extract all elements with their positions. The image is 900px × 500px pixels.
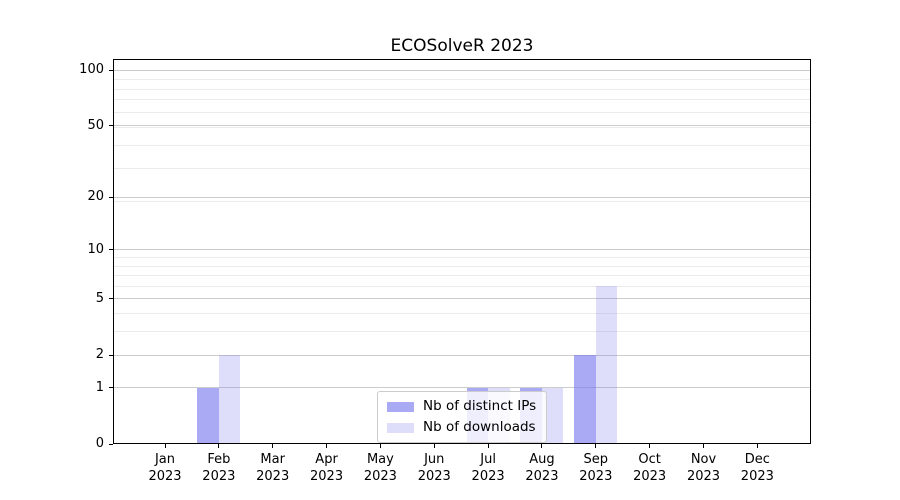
y-tick <box>109 196 113 198</box>
y-tick-label: 100 <box>79 62 104 78</box>
x-tick-label: Sep 2023 <box>579 452 613 484</box>
y-tick-label: 50 <box>87 117 104 133</box>
legend-swatch-distinct-ips <box>387 401 414 412</box>
bar-downloads-feb <box>218 355 241 444</box>
y-tick <box>109 125 113 127</box>
bar-downloads-aug <box>541 387 564 444</box>
y-tick <box>109 443 113 445</box>
bar-downloads-sep <box>595 286 618 444</box>
x-tick-label: Jun 2023 <box>417 452 451 484</box>
y-tick-label: 5 <box>95 290 104 306</box>
y-tick-label: 10 <box>87 241 104 257</box>
x-tick <box>649 444 651 448</box>
x-tick <box>756 444 758 448</box>
x-tick <box>703 444 704 448</box>
major-gridline <box>113 69 811 71</box>
x-tick-label: Mar 2023 <box>256 452 290 484</box>
legend-label: Nb of downloads <box>423 419 536 435</box>
minor-gridline <box>113 265 811 267</box>
x-tick-label: Apr 2023 <box>310 452 344 484</box>
minor-gridline <box>113 257 811 258</box>
major-gridline <box>113 196 811 198</box>
y-tick <box>109 298 113 300</box>
minor-gridline <box>113 275 811 277</box>
y-tick <box>109 69 113 71</box>
x-tick <box>541 444 543 448</box>
x-tick <box>487 444 489 448</box>
x-tick-label: May 2023 <box>363 452 397 484</box>
minor-gridline <box>113 88 811 90</box>
minor-gridline <box>113 313 811 315</box>
y-tick <box>109 354 113 356</box>
bar-distinct-ips-sep <box>574 355 596 444</box>
plot-border <box>113 59 811 444</box>
x-tick <box>164 444 166 448</box>
x-tick <box>218 444 220 448</box>
y-tick <box>109 387 113 389</box>
x-tick <box>326 444 328 448</box>
major-gridline <box>113 298 811 300</box>
minor-gridline <box>113 331 811 333</box>
x-tick <box>433 444 435 448</box>
minor-gridline <box>113 111 811 113</box>
legend-row: Nb of downloads <box>387 417 536 438</box>
y-tick-label: 1 <box>95 379 104 395</box>
x-tick <box>272 444 274 448</box>
y-tick-label: 0 <box>95 436 104 451</box>
legend-swatch-downloads <box>387 422 414 433</box>
major-gridline <box>113 354 811 356</box>
minor-gridline <box>113 144 811 146</box>
x-tick <box>379 444 381 448</box>
x-tick-label: Jul 2023 <box>471 452 505 484</box>
x-tick <box>595 444 597 448</box>
legend: Nb of distinct IPs Nb of downloads <box>377 391 548 443</box>
major-gridline <box>113 125 811 127</box>
minor-gridline <box>113 99 811 101</box>
y-tick-label: 2 <box>95 347 104 363</box>
x-tick-label: Jan 2023 <box>148 452 182 484</box>
minor-gridline <box>113 126 811 128</box>
bar-distinct-ips-feb <box>197 387 219 444</box>
y-tick-label: 20 <box>87 189 104 205</box>
x-tick-label: Oct 2023 <box>633 452 667 484</box>
legend-row: Nb of distinct IPs <box>387 396 536 417</box>
minor-gridline <box>113 285 811 287</box>
minor-gridline <box>113 168 811 170</box>
legend-label: Nb of distinct IPs <box>423 398 537 414</box>
x-tick-label: Nov 2023 <box>686 452 721 484</box>
minor-gridline <box>113 200 811 202</box>
chart-title: ECOSolveR 2023 <box>390 36 534 56</box>
x-tick-label: Aug 2023 <box>525 452 559 484</box>
x-tick-label: Feb 2023 <box>202 452 236 484</box>
y-tick <box>109 249 113 251</box>
major-gridline <box>113 249 811 251</box>
minor-gridline <box>113 79 811 81</box>
x-tick-label: Dec 2023 <box>740 452 774 484</box>
